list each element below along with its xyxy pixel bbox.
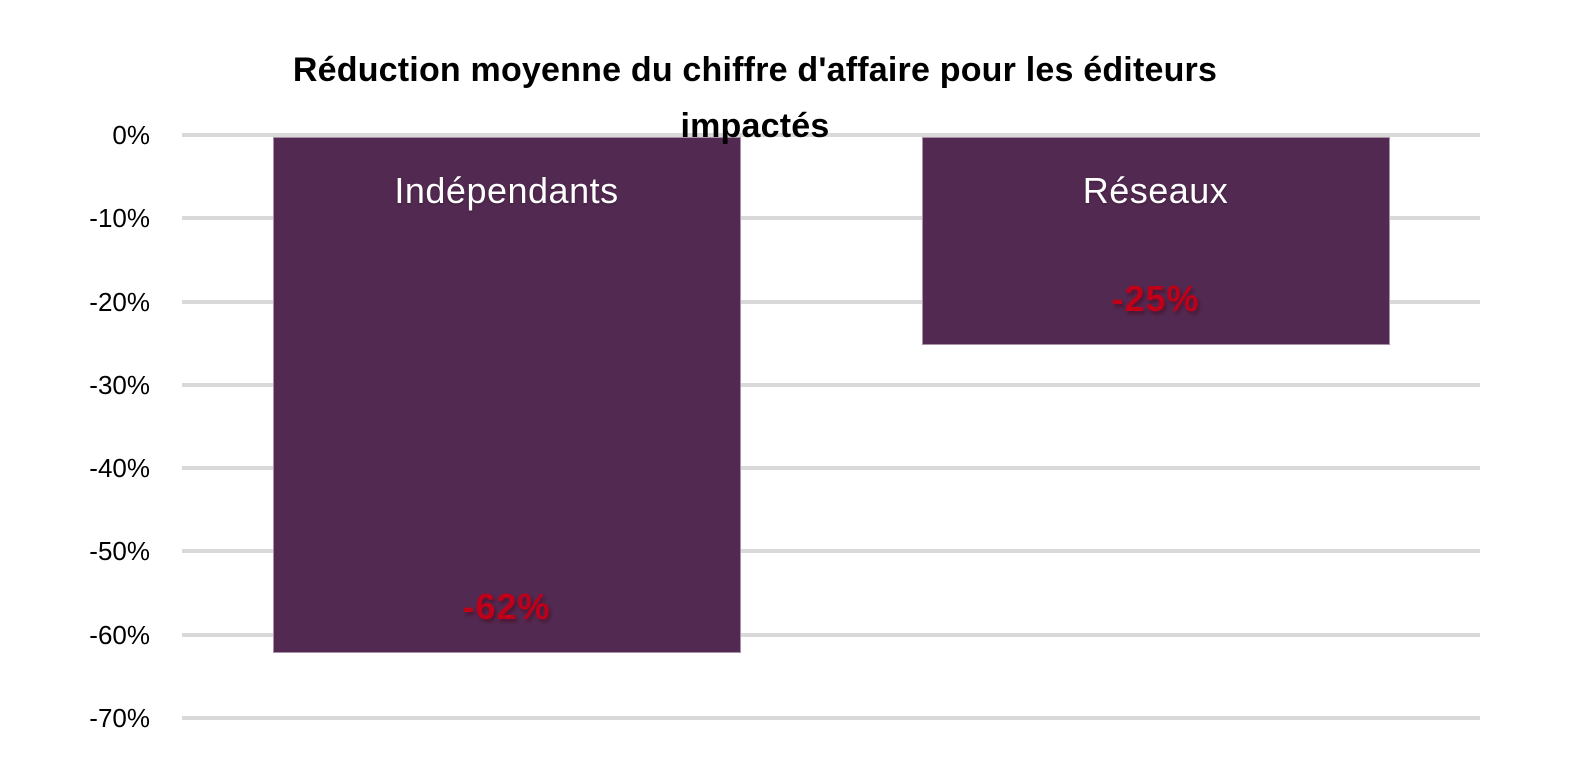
gridline bbox=[182, 299, 1480, 304]
y-axis-tick-label: -40% bbox=[89, 453, 150, 484]
gridline bbox=[182, 549, 1480, 554]
chart-title-line-1: Réduction moyenne du chiffre d'affaire p… bbox=[292, 51, 1218, 89]
plot-area: Indépendants -62% Réseaux -25% bbox=[182, 133, 1480, 720]
gridline bbox=[182, 133, 1480, 137]
chart-title-line-2: impactés bbox=[680, 107, 830, 145]
chart-title: Réduction moyenne du chiffre d'affaire p… bbox=[205, 42, 1305, 154]
bar-value-label: -25% bbox=[1111, 278, 1200, 320]
y-axis-tick-label: 0% bbox=[112, 120, 150, 150]
y-axis-tick-label: -50% bbox=[89, 536, 150, 567]
y-axis-tick-label: -60% bbox=[89, 619, 150, 650]
y-axis-tick-label: -70% bbox=[89, 703, 150, 733]
bar-category-label: Réseaux bbox=[1082, 170, 1229, 211]
bar-independants: Indépendants -62% bbox=[272, 137, 741, 654]
gridline bbox=[182, 632, 1480, 637]
y-axis-tick-label: -20% bbox=[89, 286, 150, 317]
gridline bbox=[182, 382, 1480, 387]
gridline bbox=[182, 466, 1480, 471]
y-axis-tick-label: -10% bbox=[89, 203, 150, 234]
bar-reseaux: Réseaux -25% bbox=[921, 137, 1390, 346]
gridline bbox=[182, 716, 1480, 720]
bar-value-label: -62% bbox=[462, 586, 551, 628]
gridline bbox=[182, 216, 1480, 221]
bar-category-label: Indépendants bbox=[394, 170, 619, 211]
y-axis-tick-label: -30% bbox=[89, 369, 150, 400]
